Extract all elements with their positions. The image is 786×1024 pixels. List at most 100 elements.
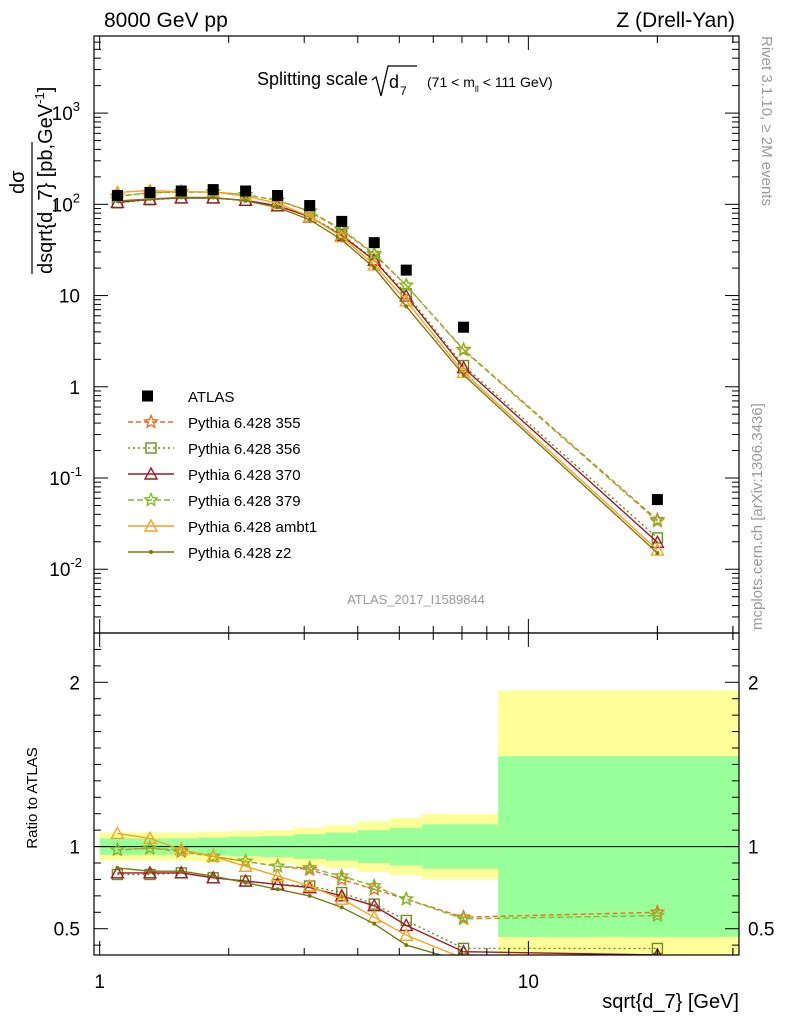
atlas-data-point-9 bbox=[400, 264, 412, 276]
main-series-3-point-11 bbox=[649, 512, 666, 528]
y-label-exponent: -1 bbox=[32, 92, 47, 104]
legend-marker-5 bbox=[149, 550, 153, 554]
x-tick-label-1: 10 bbox=[518, 972, 539, 993]
ratio-series-3-point-1 bbox=[142, 839, 158, 856]
main-plot-frame bbox=[93, 35, 740, 634]
x-tick-label-0: 1 bbox=[94, 972, 105, 993]
x-axis-label: sqrt{d_7} [GeV] bbox=[602, 991, 739, 1013]
ratio-series-3-point-3 bbox=[205, 848, 222, 864]
main-series-5-point-7 bbox=[339, 237, 344, 242]
main-series-3-point-10 bbox=[455, 341, 472, 357]
y-tick-label-2: 1 bbox=[69, 378, 80, 399]
title-symbol-subscript: 7 bbox=[400, 84, 407, 98]
ratio-series-5-point-8 bbox=[372, 921, 377, 926]
title-condition: (71 < mll < 111 GeV) bbox=[427, 74, 553, 94]
atlas-data-point-4 bbox=[240, 185, 252, 197]
main-series-5-point-10 bbox=[461, 372, 466, 377]
ratio-series-0-point-8 bbox=[366, 881, 383, 896]
main-series-5-point-9 bbox=[404, 304, 409, 309]
main-series-5-point-11 bbox=[655, 550, 660, 555]
ratio-series-5-point-3 bbox=[211, 874, 216, 879]
title-condition-b: < 111 GeV) bbox=[479, 74, 553, 90]
atlas-data-point-1 bbox=[144, 186, 156, 198]
main-series-5-point-6 bbox=[307, 217, 312, 222]
ratio-series-4-point-2 bbox=[174, 842, 189, 856]
ratio-series-2-point-10 bbox=[457, 944, 470, 955]
title-symbol: d bbox=[389, 72, 399, 92]
main-series-5-point-5 bbox=[275, 205, 280, 210]
ratio-series-4-point-7 bbox=[334, 891, 349, 905]
ratio-series-5-point-4 bbox=[243, 880, 248, 885]
legend-label-0: Pythia 6.428 355 bbox=[188, 415, 301, 432]
atlas-data-point-2 bbox=[175, 185, 187, 197]
ratio-series-2-point-0 bbox=[110, 865, 125, 879]
ratio-series-4-point-9 bbox=[399, 927, 414, 941]
atlas-data-point-0 bbox=[111, 189, 123, 201]
y-tick-label-0: 10-2 bbox=[49, 555, 82, 581]
main-series-line-2 bbox=[117, 197, 658, 543]
ratio-y-label: Ratio to ATLAS bbox=[24, 747, 41, 848]
ratio-tick-label-right-2: 2 bbox=[748, 673, 759, 694]
y-axis-label: dσ dsqrt{d_7} [pb,GeV-1] bbox=[7, 87, 57, 274]
legend-label-2: Pythia 6.428 370 bbox=[188, 467, 301, 484]
y-label-end: ] bbox=[35, 87, 57, 93]
ratio-series-4-point-5 bbox=[270, 868, 285, 882]
ratio-series-0-point-7 bbox=[333, 871, 350, 887]
ratio-series-3-point-11 bbox=[649, 907, 666, 923]
y-label-numerator: dσ bbox=[7, 170, 29, 194]
ratio-series-0-point-10 bbox=[455, 908, 472, 925]
ratio-series-3-point-4 bbox=[237, 853, 254, 869]
ratio-series-5-point-0 bbox=[115, 865, 120, 870]
ratio-tick-label-0: 0.5 bbox=[54, 920, 80, 941]
main-series-2-point-11 bbox=[650, 534, 665, 549]
ratio-tick-label-right-1: 1 bbox=[748, 838, 759, 859]
title-condition-a: (71 < m bbox=[427, 74, 475, 90]
ratio-series-line-4 bbox=[117, 832, 458, 955]
ratio-series-5-point-11 bbox=[655, 966, 659, 970]
ratio-series-4-point-0 bbox=[110, 825, 125, 840]
ratio-tick-label-right-0: 0.5 bbox=[748, 920, 774, 941]
ratio-series-4-point-4 bbox=[238, 858, 253, 872]
legend-marker-4 bbox=[143, 518, 159, 532]
ratio-series-line-2 bbox=[117, 872, 658, 955]
atlas-data-point-6 bbox=[304, 200, 316, 212]
header-right: Z (Drell-Yan) bbox=[616, 9, 735, 32]
y-tick-label-4: 102 bbox=[52, 190, 80, 216]
atlas-data-point-11 bbox=[651, 494, 663, 506]
main-series-3-point-9 bbox=[398, 277, 415, 293]
legend-marker-3 bbox=[143, 491, 159, 507]
ratio-series-4-point-11 bbox=[651, 959, 663, 970]
ratio-series-3-point-6 bbox=[301, 859, 318, 875]
analysis-watermark: ATLAS_2017_I1589844 bbox=[347, 592, 485, 607]
ratio-series-4-point-1 bbox=[142, 830, 158, 845]
ratio-series-1-point-7 bbox=[336, 886, 348, 899]
atlas-data-point-10 bbox=[458, 321, 470, 333]
ratio-series-3-point-7 bbox=[333, 867, 350, 883]
y-tick-label-5: 103 bbox=[52, 99, 80, 125]
header-left: 8000 GeV pp bbox=[104, 9, 228, 32]
ratio-series-line-1 bbox=[117, 872, 658, 950]
atlas-data-point-3 bbox=[207, 184, 219, 196]
ratio-series-line-5 bbox=[117, 867, 444, 955]
legend-marker-1 bbox=[145, 442, 157, 454]
rivet-version-label: Rivet 3.1.10, ≥ 2M events bbox=[758, 36, 775, 206]
ratio-series-3-point-9 bbox=[398, 890, 415, 906]
ratio-series-2-point-7 bbox=[334, 888, 349, 902]
main-series-0-point-11 bbox=[649, 511, 666, 527]
atlas-data-point-8 bbox=[368, 237, 380, 249]
ratio-plot-frame bbox=[93, 632, 740, 956]
legend-label-3: Pythia 6.428 379 bbox=[188, 493, 301, 510]
ratio-series-5-point-6 bbox=[307, 893, 312, 898]
ratio-series-5-point-7 bbox=[339, 905, 344, 910]
legend-label-1: Pythia 6.428 356 bbox=[188, 441, 301, 458]
chart-title: Splitting scale d 7 (71 < mll < 111 GeV) bbox=[257, 65, 553, 98]
legend-label-4: Pythia 6.428 ambt1 bbox=[188, 519, 317, 536]
y-tick-label-1: 10-1 bbox=[49, 464, 82, 490]
main-series-3-point-7 bbox=[333, 221, 350, 236]
ratio-series-5-point-5 bbox=[275, 887, 280, 892]
ratio-series-3-point-0 bbox=[109, 841, 126, 857]
ratio-series-5-point-1 bbox=[147, 869, 152, 874]
main-series-5-point-4 bbox=[243, 198, 248, 203]
ratio-series-0-point-11 bbox=[649, 903, 666, 919]
